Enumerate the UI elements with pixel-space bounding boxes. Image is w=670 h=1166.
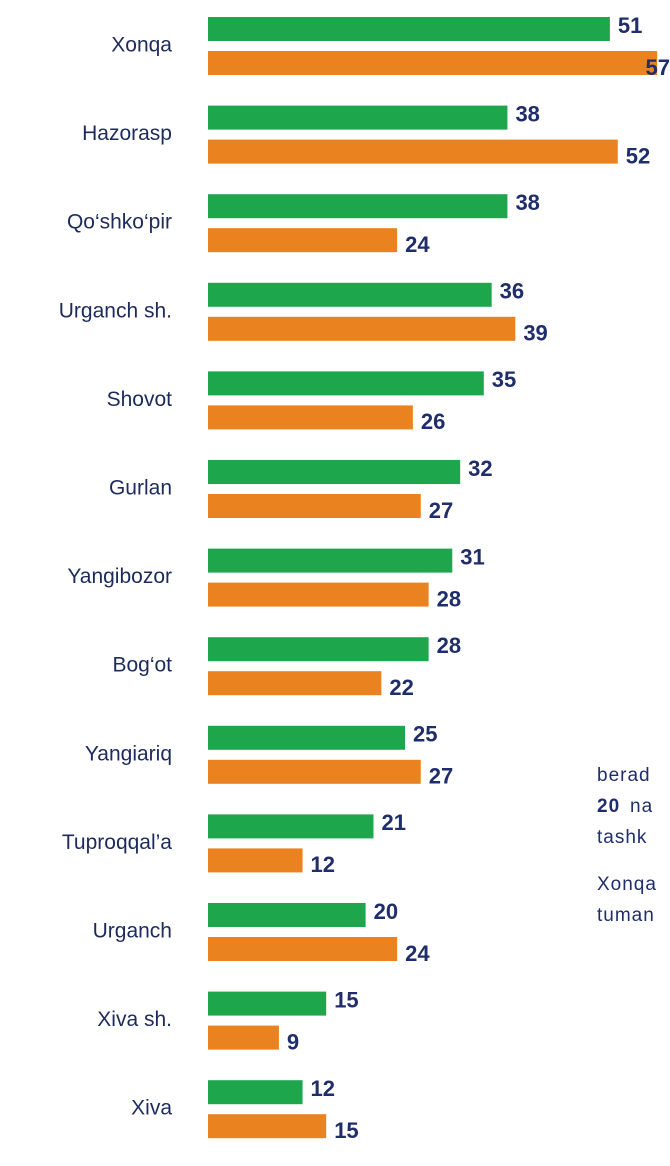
category-label: Xonqa: [111, 34, 172, 57]
value-label: 35: [492, 367, 516, 392]
value-label: 22: [389, 675, 413, 700]
value-label: 38: [515, 101, 539, 126]
bar: [208, 194, 508, 219]
value-label: 28: [437, 586, 461, 611]
bar: [208, 494, 421, 518]
category-label: Yangibozor: [67, 565, 172, 588]
category-label: Shovot: [107, 388, 173, 411]
value-label: 15: [334, 987, 358, 1012]
bar: [208, 903, 366, 927]
bar: [208, 371, 484, 396]
bar: [208, 725, 405, 750]
value-label: 27: [429, 764, 453, 789]
category-label: Tuproqqal’a: [62, 831, 172, 854]
category-label: Yangiariq: [85, 742, 172, 765]
value-label: 36: [500, 279, 524, 304]
value-label: 27: [429, 498, 453, 523]
annotation: 20: [597, 796, 620, 817]
value-label: 32: [468, 456, 492, 481]
bar: [208, 460, 461, 484]
bar: [208, 991, 327, 1016]
annotation: tuman: [597, 905, 655, 926]
bar: [208, 848, 303, 873]
value-label: 26: [421, 409, 445, 434]
bar: [208, 405, 413, 430]
category-label: Hazorasp: [82, 122, 172, 145]
bar: [208, 17, 610, 41]
annotation: tashk: [597, 827, 647, 848]
bar: [208, 1114, 327, 1139]
category-label: Gurlan: [109, 477, 172, 500]
bar: [208, 671, 382, 696]
bar: [208, 282, 492, 307]
bar: [208, 105, 508, 130]
annotation: na: [630, 796, 653, 817]
value-label: 12: [311, 852, 335, 877]
bar: [208, 1080, 303, 1105]
bar: [208, 51, 658, 75]
value-label: 21: [381, 810, 405, 835]
bar: [208, 937, 398, 961]
value-label: 38: [515, 190, 539, 215]
value-label: 20: [374, 899, 398, 924]
bar: [208, 814, 374, 839]
category-label: Qo‘shko‘pir: [67, 211, 172, 234]
value-label: 24: [405, 232, 430, 257]
value-label: 57: [646, 55, 670, 80]
value-label: 31: [460, 544, 484, 569]
value-label: 28: [437, 633, 461, 658]
value-label: 39: [523, 321, 547, 346]
bar: [208, 548, 453, 573]
value-label: 51: [618, 13, 642, 38]
annotation: berad: [597, 765, 651, 786]
category-label: Urganch: [93, 920, 172, 943]
bar: [208, 228, 398, 253]
value-label: 12: [311, 1076, 335, 1101]
bar: [208, 759, 421, 784]
bar: [208, 637, 429, 662]
bar: [208, 582, 429, 607]
bar: [208, 1025, 279, 1050]
bar: [208, 139, 618, 164]
category-label: Bog‘ot: [112, 654, 172, 677]
category-label: Urganch sh.: [59, 299, 172, 322]
value-label: 15: [334, 1118, 358, 1143]
value-label: 9: [287, 1029, 299, 1054]
category-label: Xiva sh.: [97, 1008, 172, 1031]
annotation: Xonqa: [597, 874, 657, 895]
value-label: 52: [626, 143, 650, 168]
bar: [208, 316, 516, 341]
value-label: 24: [405, 941, 430, 966]
category-label: Xiva: [131, 1097, 172, 1120]
value-label: 25: [413, 722, 437, 747]
